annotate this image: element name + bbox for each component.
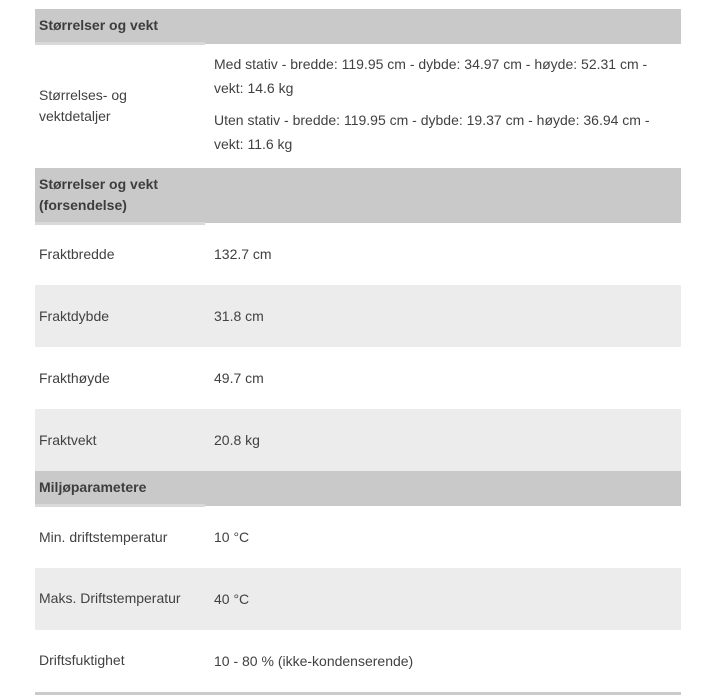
spec-label: Størrelses- og vektdetaljer bbox=[39, 87, 127, 125]
spec-value-cell: 40 °C bbox=[205, 567, 681, 630]
spec-value-cell: 20.8 kg bbox=[205, 409, 681, 471]
spec-value-cell: 10 - 80 % (ikke-kondenserende) bbox=[205, 630, 681, 692]
section-header-title: Størrelser og vekt bbox=[35, 9, 205, 45]
spec-label: Min. driftstemperatur bbox=[39, 528, 168, 545]
spec-label: Frakthøyde bbox=[39, 369, 110, 386]
spec-value: 31.8 cm bbox=[214, 308, 264, 324]
spec-row: Fraktbredde 132.7 cm bbox=[35, 223, 681, 285]
spec-value: 132.7 cm bbox=[214, 246, 272, 262]
spec-label: Fraktbredde bbox=[39, 246, 115, 263]
spec-row: Maks. Driftstemperatur 40 °C bbox=[35, 567, 681, 630]
section-header-row: Miljøparametere bbox=[35, 471, 681, 507]
spec-row: Min. driftstemperatur 10 °C bbox=[35, 506, 681, 568]
spec-value-cell: 31.8 cm bbox=[205, 285, 681, 347]
spec-value: 49.7 cm bbox=[214, 370, 264, 386]
product-spec-table: Størrelser og vekt Størrelses- og vektdet… bbox=[35, 9, 681, 695]
spec-value-cell: 10 °C bbox=[205, 506, 681, 568]
section-header-title: Miljøparametere bbox=[35, 471, 205, 507]
spec-value: 10 °C bbox=[214, 528, 250, 545]
spec-row: Frakthøyde 49.7 cm bbox=[35, 347, 681, 409]
spec-value-cell: 49.7 cm bbox=[205, 347, 681, 409]
spec-value: 20.8 kg bbox=[214, 432, 260, 448]
section-header-title: Størrelser og vekt (forsendelse) bbox=[35, 167, 205, 225]
spec-value: 40 °C bbox=[214, 590, 250, 607]
section-header-fill bbox=[205, 471, 681, 506]
spec-label: Fraktdybde bbox=[35, 285, 205, 347]
spec-value: Uten stativ - bredde: 119.95 cm - dybde:… bbox=[214, 111, 650, 152]
next-section-divider bbox=[35, 691, 681, 695]
spec-table: Størrelser og vekt Størrelses- og vektdet… bbox=[35, 9, 681, 692]
spec-row: Fraktdybde 31.8 cm bbox=[35, 285, 681, 347]
spec-row: Størrelses- og vektdetaljer Med stativ - … bbox=[35, 44, 681, 168]
spec-value-cell: Med stativ - bredde: 119.95 cm - dybde: … bbox=[205, 44, 681, 168]
section-header-fill bbox=[205, 167, 681, 223]
section-header-fill bbox=[205, 9, 681, 44]
spec-value: 10 - 80 % (ikke-kondenserende) bbox=[214, 652, 414, 669]
section-header-row: Størrelser og vekt (forsendelse) bbox=[35, 167, 681, 225]
spec-row: Driftsfuktighet 10 - 80 % (ikke-kondenser… bbox=[35, 630, 681, 692]
spec-label: Maks. Driftstemperatur bbox=[35, 567, 205, 630]
spec-label: Fraktvekt bbox=[35, 409, 205, 471]
spec-row: Fraktvekt 20.8 kg bbox=[35, 409, 681, 471]
spec-label: Driftsfuktighet bbox=[39, 652, 125, 668]
spec-value: Med stativ - bredde: 119.95 cm - dybde: … bbox=[214, 55, 648, 96]
spec-value-cell: 132.7 cm bbox=[205, 223, 681, 285]
section-header-row: Størrelser og vekt bbox=[35, 9, 681, 45]
